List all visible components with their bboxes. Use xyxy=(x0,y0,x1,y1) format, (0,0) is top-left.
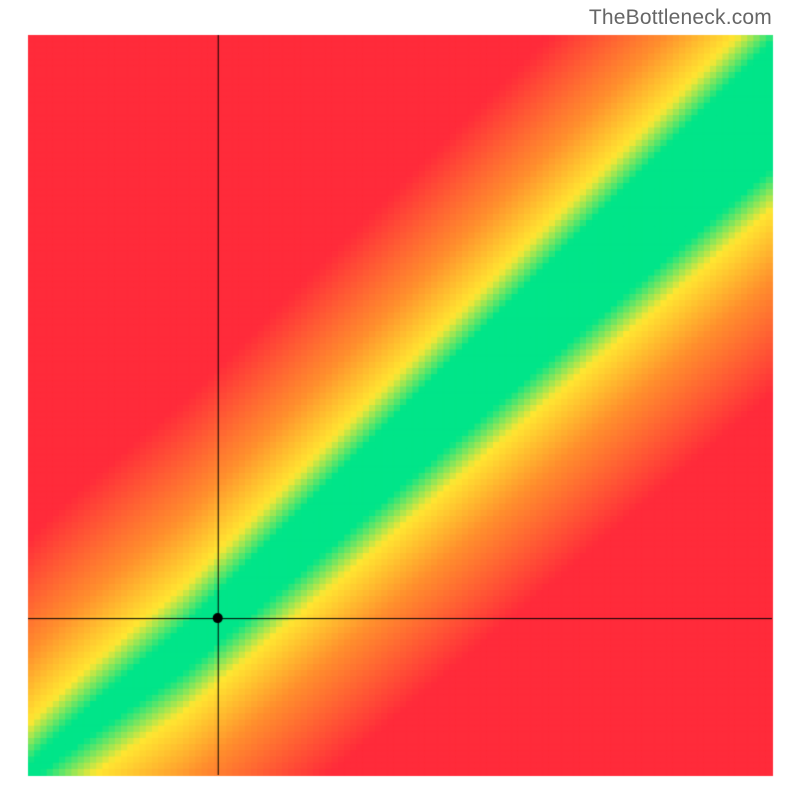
chart-container: TheBottleneck.com xyxy=(0,0,800,800)
bottleneck-heatmap xyxy=(0,0,800,800)
watermark-text: TheBottleneck.com xyxy=(589,6,772,30)
